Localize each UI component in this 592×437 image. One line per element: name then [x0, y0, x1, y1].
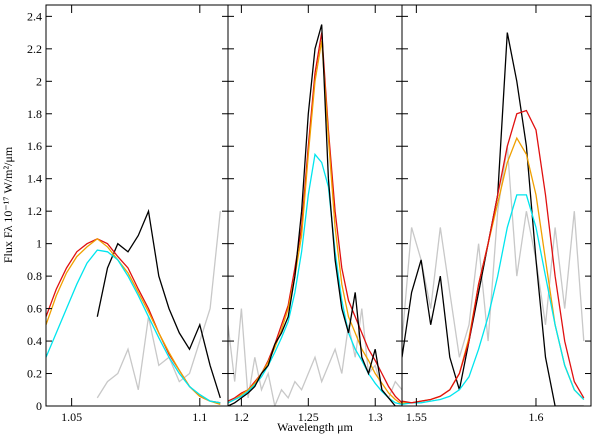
x-tick-label: 1.05 — [61, 410, 82, 424]
spectrum-line — [46, 249, 221, 404]
y-tick-label: 0.6 — [27, 302, 42, 316]
y-tick-label: 2 — [36, 74, 42, 88]
y-tick-label: 2.2 — [27, 42, 42, 56]
panel-frame — [45, 4, 229, 407]
y-tick-label: 1 — [36, 237, 42, 251]
y-tick-label: 1.8 — [27, 107, 42, 121]
panel-frame — [227, 4, 403, 407]
x-axis-label: Wavelength μm — [277, 420, 353, 434]
x-tick-label: 1.25 — [298, 410, 319, 424]
y-tick-label: 0 — [36, 399, 42, 413]
x-tick-label: 1.2 — [234, 410, 249, 424]
y-axis-label: Flux Fλ 10⁻¹⁷ W/m²/μm — [1, 146, 15, 263]
y-tick-label: 1.6 — [27, 139, 42, 153]
y-tick-label: 1.4 — [27, 172, 42, 186]
y-tick-label: 0.2 — [27, 367, 42, 381]
x-tick-label: 1.6 — [528, 410, 543, 424]
spectrum-line — [96, 211, 221, 399]
y-tick-label: 0.8 — [27, 269, 42, 283]
spectrum-line — [46, 237, 221, 406]
spectrum-line — [402, 194, 585, 406]
x-tick-label: 1.3 — [368, 410, 383, 424]
y-tick-label: 1.2 — [27, 204, 42, 218]
x-tick-label: 1.55 — [406, 410, 427, 424]
spectrum-line — [96, 208, 221, 399]
x-tick-label: 1.1 — [192, 410, 207, 424]
spectrum-line — [402, 109, 585, 404]
spectrum-line — [228, 40, 402, 405]
y-tick-label: 2.4 — [27, 9, 42, 23]
spectrum-line — [228, 24, 402, 406]
spectrum-line — [402, 146, 585, 358]
panel-frame — [401, 4, 592, 407]
y-tick-label: 0.4 — [27, 334, 42, 348]
